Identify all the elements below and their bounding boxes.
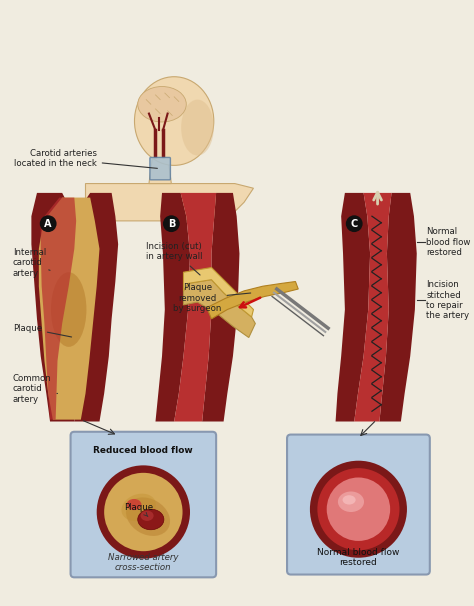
Polygon shape	[207, 282, 298, 319]
Text: B: B	[168, 219, 175, 228]
Text: Narrowed artery
cross-section: Narrowed artery cross-section	[108, 553, 179, 572]
Circle shape	[310, 461, 407, 558]
Circle shape	[104, 473, 182, 551]
Ellipse shape	[343, 495, 356, 505]
Ellipse shape	[135, 77, 214, 165]
Polygon shape	[354, 193, 392, 422]
Text: Incision
stitched
to repair
the artery: Incision stitched to repair the artery	[426, 280, 469, 321]
Ellipse shape	[138, 87, 186, 122]
Circle shape	[346, 215, 363, 232]
Ellipse shape	[138, 509, 164, 530]
FancyBboxPatch shape	[71, 431, 216, 578]
Polygon shape	[41, 198, 76, 419]
Polygon shape	[183, 267, 254, 317]
Polygon shape	[202, 193, 239, 422]
Text: Carotid arteries
located in the neck: Carotid arteries located in the neck	[14, 148, 157, 168]
FancyBboxPatch shape	[150, 158, 171, 180]
Polygon shape	[183, 280, 255, 338]
Ellipse shape	[121, 494, 156, 521]
Polygon shape	[85, 184, 254, 221]
Ellipse shape	[338, 491, 364, 512]
Circle shape	[318, 468, 400, 550]
Circle shape	[40, 215, 56, 232]
Circle shape	[97, 465, 190, 559]
Text: Reduced blood flow: Reduced blood flow	[93, 446, 193, 455]
Text: Common
carotid
artery: Common carotid artery	[13, 374, 57, 404]
Text: Internal
carotid
artery: Internal carotid artery	[13, 248, 50, 278]
Ellipse shape	[141, 511, 154, 521]
Circle shape	[163, 215, 180, 232]
Text: Incision (cut)
in artery wall: Incision (cut) in artery wall	[146, 242, 202, 275]
Polygon shape	[31, 193, 87, 422]
Ellipse shape	[181, 99, 214, 156]
Polygon shape	[336, 193, 370, 422]
Polygon shape	[174, 193, 216, 422]
FancyBboxPatch shape	[287, 435, 430, 574]
Ellipse shape	[127, 499, 141, 510]
Polygon shape	[379, 193, 417, 422]
Text: Plaque: Plaque	[124, 503, 153, 516]
Ellipse shape	[126, 498, 170, 536]
Text: Normal blood flow
restored: Normal blood flow restored	[317, 548, 400, 567]
Text: Plaque
removed
by surgeon: Plaque removed by surgeon	[173, 284, 251, 313]
Text: C: C	[351, 219, 358, 228]
Text: Plaque: Plaque	[13, 324, 72, 337]
Polygon shape	[155, 193, 190, 422]
Polygon shape	[39, 198, 100, 419]
Text: A: A	[45, 219, 52, 228]
Ellipse shape	[51, 272, 86, 347]
Text: Normal
blood flow
restored: Normal blood flow restored	[426, 227, 471, 258]
Polygon shape	[74, 193, 118, 422]
Circle shape	[327, 478, 390, 541]
Polygon shape	[149, 156, 171, 184]
